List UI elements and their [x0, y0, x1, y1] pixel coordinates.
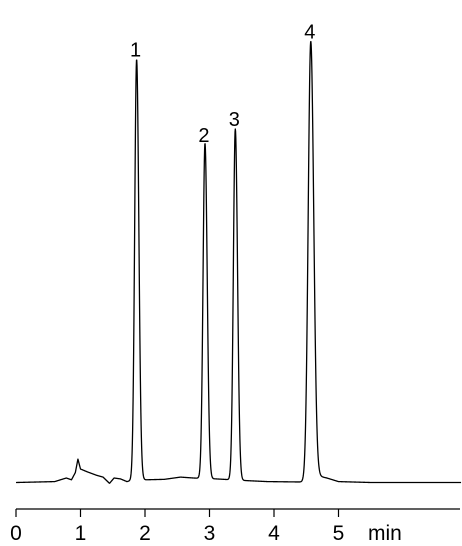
peak-label-1: 1	[130, 39, 141, 61]
x-tick-label-3: 3	[204, 522, 216, 545]
x-axis-unit-label: min	[368, 522, 402, 545]
x-axis-tick-labels: 0 1 2 3 4 5	[10, 522, 344, 545]
x-tick-label-5: 5	[333, 522, 345, 545]
x-tick-label-1: 1	[75, 522, 87, 545]
peak-label-2: 2	[198, 125, 209, 147]
chromatogram-trace	[15, 40, 462, 484]
peak-labels: 1 23 4	[130, 21, 315, 147]
x-axis-ticks	[15, 509, 340, 517]
x-tick-label-2: 2	[139, 522, 151, 545]
x-tick-label-4: 4	[268, 522, 280, 545]
peak-label-4: 4	[304, 21, 315, 43]
peak-label-3: 3	[229, 109, 240, 131]
x-tick-label-0: 0	[10, 522, 22, 545]
